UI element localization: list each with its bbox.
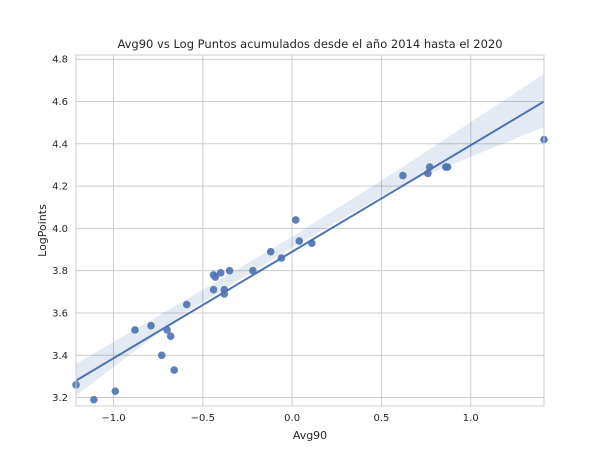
x-tick-label: 0.0: [284, 413, 300, 424]
data-point: [266, 247, 275, 256]
x-axis-ticks: −1.0 −0.5 0.0 0.5 1.0: [101, 413, 478, 424]
data-point: [291, 216, 300, 224]
y-tick-label: 3.4: [52, 351, 68, 362]
y-tick-label: 4.4: [52, 139, 68, 150]
y-tick-label: 3.8: [52, 266, 68, 277]
data-point: [111, 387, 120, 395]
data-point: [209, 285, 218, 294]
data-point: [131, 326, 139, 334]
data-point: [216, 268, 225, 277]
y-tick-label: 3.2: [52, 393, 68, 404]
x-tick-label: −0.5: [191, 413, 215, 424]
y-axis-label: LogPoints: [36, 204, 49, 257]
data-point: [147, 321, 155, 330]
data-point: [443, 163, 452, 171]
x-tick-label: −1.0: [101, 413, 125, 424]
plot-frame: [75, 54, 545, 407]
y-tick-label: 4.0: [52, 224, 68, 235]
data-point: [170, 366, 179, 374]
data-point: [295, 237, 304, 245]
chart-title: Avg90 vs Log Puntos acumulados desde el …: [117, 37, 502, 51]
y-axis-ticks: 3.2 3.4 3.6 3.8 4.0 4.2 4.4 4.6 4.8: [52, 55, 68, 404]
y-tick-label: 4.6: [52, 97, 68, 108]
data-point: [225, 266, 234, 275]
x-axis-label: Avg90: [293, 429, 327, 442]
data-point: [211, 273, 220, 281]
data-point: [90, 395, 98, 404]
data-point: [166, 332, 175, 341]
y-tick-label: 4.2: [52, 182, 68, 193]
data-point: [249, 266, 257, 275]
x-tick-label: 1.0: [463, 413, 479, 424]
data-point: [157, 351, 166, 360]
y-tick-label: 3.6: [52, 308, 68, 319]
y-tick-label: 4.8: [52, 55, 68, 66]
data-point: [399, 171, 407, 180]
confidence-band: [76, 74, 544, 396]
x-tick-label: 0.5: [373, 413, 389, 424]
regression-line: [75, 100, 545, 382]
data-point: [182, 300, 191, 309]
grid: [76, 55, 544, 406]
